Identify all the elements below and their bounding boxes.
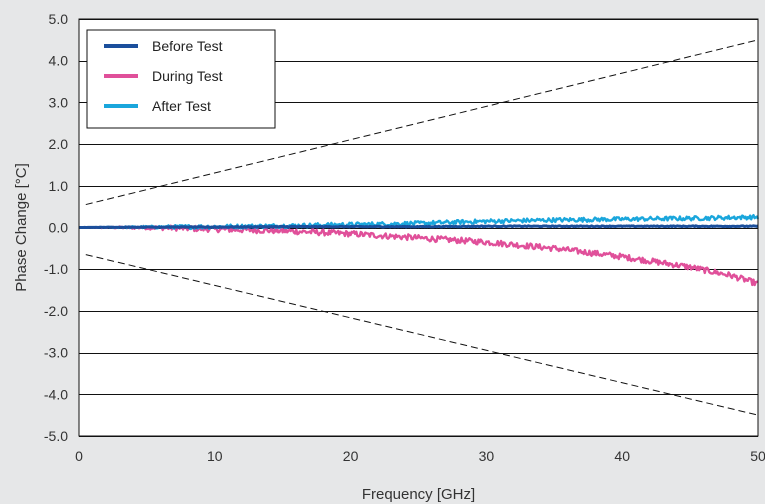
x-tick-label: 30: [479, 448, 495, 464]
y-tick-label: -4.0: [44, 386, 68, 402]
limit-lines: [85, 39, 759, 416]
y-tick-label: 2.0: [49, 136, 69, 152]
x-tick-label: 40: [614, 448, 630, 464]
y-tick-label: 0.0: [49, 220, 69, 236]
x-tick-label: 10: [207, 448, 223, 464]
limit-line: [85, 254, 759, 416]
y-tick-label: -5.0: [44, 428, 68, 444]
series-line-before-test: [78, 224, 759, 229]
x-tick-label: 20: [343, 448, 359, 464]
limit-line: [85, 39, 759, 206]
y-axis-ticks: 5.0 4.0 3.0 2.0 1.0 0.0 -1.0 -2.0 -3.0 -4.0 -5.0: [44, 11, 68, 444]
legend-label: Before Test: [152, 38, 223, 54]
legend: Before Test During Test After Test: [86, 29, 276, 129]
x-tick-label: 50: [750, 448, 765, 464]
x-axis-label: Frequency [GHz]: [362, 486, 475, 503]
y-tick-label: 3.0: [49, 94, 69, 110]
legend-label: During Test: [152, 68, 223, 84]
y-tick-label: 1.0: [49, 178, 69, 194]
y-axis-label: Phase Change [°C]: [13, 163, 30, 292]
y-tick-label: 4.0: [49, 53, 69, 69]
y-tick-label: -2.0: [44, 303, 68, 319]
y-tick-label: -3.0: [44, 345, 68, 361]
y-tick-label: 5.0: [49, 11, 69, 27]
y-tick-label: -1.0: [44, 261, 68, 277]
x-axis-ticks: 0 10 20 30 40 50: [75, 448, 765, 464]
series-lines: [78, 214, 760, 287]
legend-label: After Test: [152, 98, 211, 114]
plot-frame: [78, 18, 759, 437]
x-tick-label: 0: [75, 448, 83, 464]
